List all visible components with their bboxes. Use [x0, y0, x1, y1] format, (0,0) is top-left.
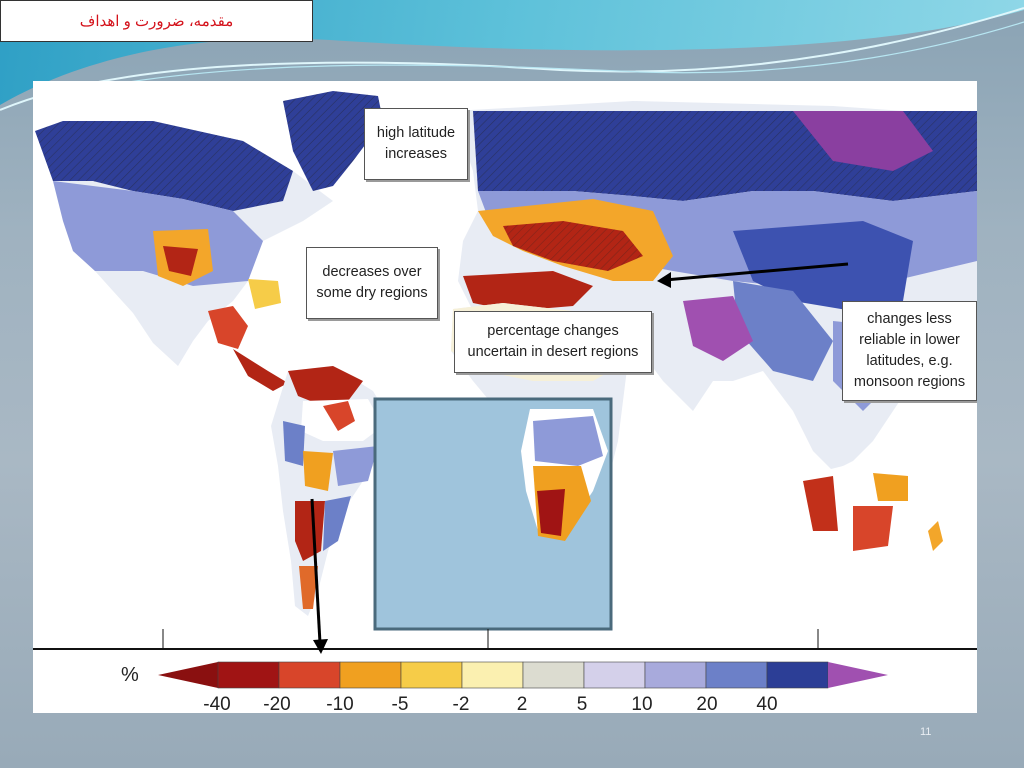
legend-tick-label: 20: [696, 694, 718, 713]
legend-swatch: [339, 661, 402, 689]
legend-tick-label: -40: [203, 694, 231, 713]
legend-high-arrow: [828, 662, 888, 688]
legend-swatch: [217, 661, 280, 689]
legend-unit: %: [121, 664, 139, 686]
australia: [803, 461, 943, 556]
arrow-head-icon: [657, 272, 671, 288]
callout-monsoon: changes less reliable in lower latitudes…: [842, 301, 977, 401]
north-america: [35, 121, 333, 391]
legend-tick-label: -2: [452, 694, 470, 713]
legend-low-arrow: [158, 662, 218, 688]
legend-tick-label: -10: [326, 694, 354, 713]
arrow-head-icon: [313, 639, 328, 654]
legend-swatch: [766, 661, 829, 689]
legend-tick-label: -20: [263, 694, 291, 713]
legend-swatch: [400, 661, 463, 689]
callout-desert-text: percentage changes uncertain in desert r…: [467, 323, 639, 360]
legend-swatch: [522, 661, 585, 689]
legend-colorbar: [158, 661, 888, 689]
callout-high-latitude: high latitude increases: [364, 108, 468, 180]
south-america: [271, 366, 388, 616]
legend-tick-label: 10: [631, 694, 653, 713]
legend-swatch: [278, 661, 341, 689]
legend-swatch: [644, 661, 707, 689]
legend-tick-label: -5: [391, 694, 409, 713]
legend-swatch: [705, 661, 768, 689]
slide-title: مقدمه، ضرورت و اهداف: [0, 0, 313, 42]
legend-tick-label: 2: [516, 694, 528, 713]
callout-dry-regions: decreases over some dry regions: [306, 247, 438, 319]
legend-swatch: [461, 661, 524, 689]
callout-monsoon-text: changes less reliable in lower latitudes…: [853, 311, 966, 390]
legend-tick-label: 5: [576, 694, 588, 713]
legend-tick-label: 40: [756, 694, 778, 713]
legend-swatch: [583, 661, 646, 689]
slide-number: 11: [920, 726, 932, 738]
callout-desert: percentage changes uncertain in desert r…: [454, 311, 652, 373]
greenland: [283, 91, 383, 191]
callout-high-latitude-text: high latitude increases: [376, 125, 456, 162]
precipitation-change-map: high latitude increases decreases over s…: [33, 81, 977, 713]
callout-dry-regions-text: decreases over some dry regions: [316, 264, 428, 301]
